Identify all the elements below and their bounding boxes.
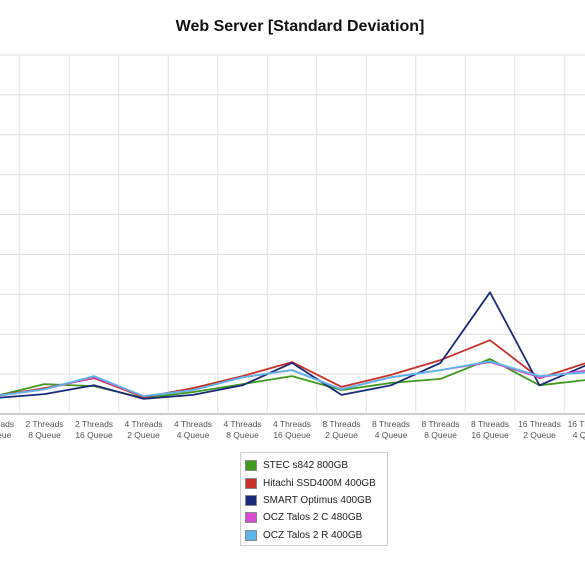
legend-label: STEC s842 800GB bbox=[263, 460, 349, 472]
x-tick-label: 16 Queue bbox=[273, 430, 311, 440]
legend-swatch bbox=[245, 460, 257, 472]
x-tick-label: 8 Threads bbox=[421, 419, 459, 429]
x-tick-label: 4 Threads bbox=[124, 419, 162, 429]
legend-swatch bbox=[245, 529, 257, 541]
legend-label: OCZ Talos 2 C 480GB bbox=[263, 512, 363, 524]
x-tick-label: 2 Queue bbox=[127, 430, 160, 440]
x-tick-label: 8 Threads bbox=[471, 419, 509, 429]
x-tick-label: 16 Threads bbox=[568, 419, 585, 429]
series-line-4 bbox=[0, 360, 585, 398]
x-tick-label: 4 Threads bbox=[273, 419, 311, 429]
x-tick-label: 4 Threads bbox=[174, 419, 212, 429]
series-line-2 bbox=[0, 291, 585, 400]
legend-swatch bbox=[245, 494, 257, 506]
x-tick-label: 1 Threads bbox=[0, 419, 14, 429]
x-tick-label: 4 Threads bbox=[223, 419, 261, 429]
series-line-3 bbox=[0, 361, 585, 398]
x-tick-label: 8 Threads bbox=[372, 419, 410, 429]
x-tick-label: 16 Queue bbox=[75, 430, 113, 440]
x-tick-label: 8 Queue bbox=[424, 430, 457, 440]
legend-label: OCZ Talos 2 R 400GB bbox=[263, 529, 363, 541]
legend-item: STEC s842 800GB bbox=[245, 457, 387, 474]
x-tick-label: 8 Queue bbox=[226, 430, 259, 440]
legend-item: SMART Optimus 400GB bbox=[245, 492, 387, 509]
x-tick-label: 8 Queue bbox=[28, 430, 61, 440]
x-tick-label: 16 Queue bbox=[471, 430, 509, 440]
chart-title: Web Server [Standard Deviation] bbox=[175, 18, 425, 35]
x-tick-label: 2 Queue bbox=[523, 430, 556, 440]
x-tick-label: 4 Queue bbox=[573, 430, 585, 440]
legend-label: SMART Optimus 400GB bbox=[263, 494, 372, 506]
x-tick-label: 2 Threads bbox=[25, 419, 63, 429]
x-tick-label: 16 Threads bbox=[518, 419, 561, 429]
legend-item: OCZ Talos 2 C 480GB bbox=[245, 509, 387, 526]
x-tick-label: 2 Queue bbox=[325, 430, 358, 440]
legend: STEC s842 800GB Hitachi SSD400M 400GB SMAR… bbox=[240, 452, 388, 546]
series-line-1 bbox=[0, 339, 585, 399]
x-tick-label: 8 Threads bbox=[322, 419, 360, 429]
legend-swatch bbox=[245, 477, 257, 489]
series-lines bbox=[0, 291, 585, 400]
legend-item: Hitachi SSD400M 400GB bbox=[245, 474, 387, 491]
legend-label: Hitachi SSD400M 400GB bbox=[263, 477, 376, 489]
legend-swatch bbox=[245, 512, 257, 524]
legend-item: OCZ Talos 2 R 400GB bbox=[245, 527, 387, 544]
x-tick-label: 4 Queue bbox=[375, 430, 408, 440]
x-tick-label: 2 Threads bbox=[75, 419, 113, 429]
grid bbox=[0, 54, 585, 415]
x-tick-label: 4 Queue bbox=[177, 430, 210, 440]
x-tick-label: 2 Queue bbox=[0, 430, 12, 440]
